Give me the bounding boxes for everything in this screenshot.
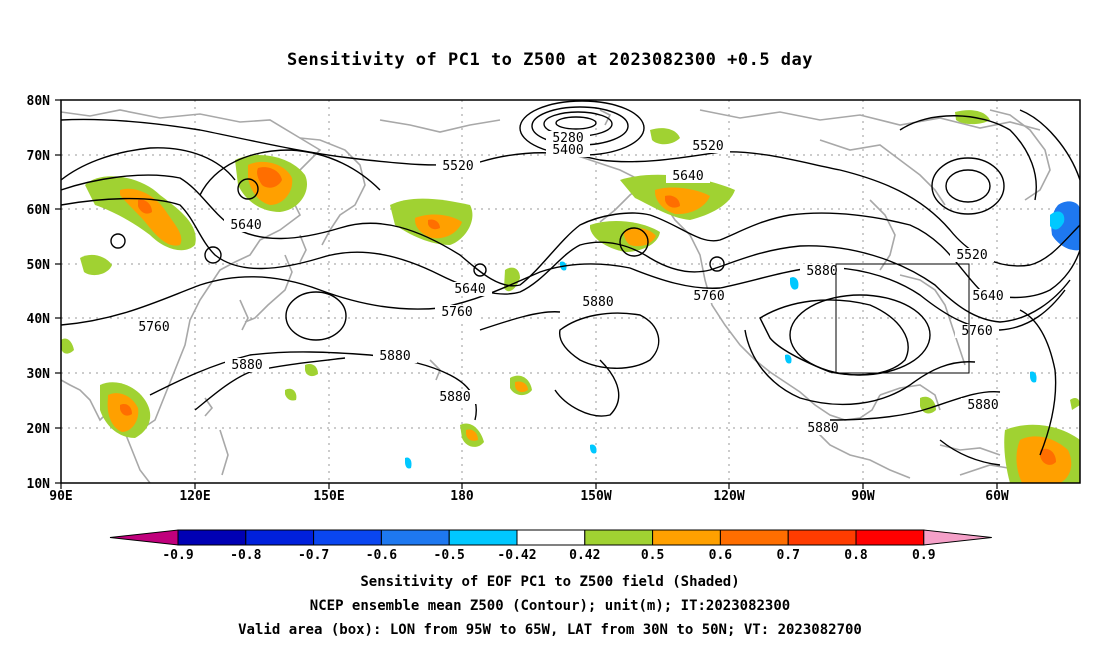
lat-label-10n: 10N — [27, 477, 51, 492]
contour-label-bg — [132, 320, 176, 334]
lon-label-120e: 120E — [179, 489, 210, 504]
contour-label: 5880 — [806, 264, 837, 279]
contour-label-bg — [687, 289, 731, 303]
contour-label-bg — [966, 289, 1010, 303]
contour-label: 5280 — [552, 131, 583, 146]
contour-label: 5880 — [807, 421, 838, 436]
contour-label-bg — [801, 421, 845, 435]
contour-label: 5640 — [972, 289, 1003, 304]
contour-label: 5760 — [138, 320, 169, 335]
contour-label: 5760 — [441, 305, 472, 320]
contour-label: 5880 — [582, 295, 613, 310]
contour-label-bg — [576, 295, 620, 309]
colorbar-tick-label: -0.9 — [162, 548, 193, 563]
contour-label: 5880 — [379, 349, 410, 364]
caption-contour: NCEP ensemble mean Z500 (Contour); unit(… — [309, 598, 791, 614]
colorbar-segment — [584, 529, 654, 546]
contour-label-bg — [686, 139, 730, 153]
colorbar-tick-label: 0.42 — [569, 548, 600, 563]
map-border — [60, 99, 1081, 484]
contour-label-bg — [800, 264, 844, 278]
colorbar-tick-label: -0.7 — [298, 548, 329, 563]
colorbar — [109, 529, 992, 546]
colorbar-segment — [516, 529, 586, 546]
lon-label-90w: 90W — [851, 489, 875, 504]
contour-label: 5880 — [439, 390, 470, 405]
contour-label: 5640 — [230, 218, 261, 233]
colorbar-tick-label: -0.5 — [434, 548, 465, 563]
colorbar-segment — [448, 529, 518, 546]
valid-area-box — [835, 263, 970, 374]
colorbar-left-arrow — [109, 529, 179, 546]
contour-label-bg — [224, 218, 268, 232]
latitude-labels: 80N 70N 60N 50N 40N 30N 20N 10N — [27, 94, 51, 492]
contour-label: 5760 — [693, 289, 724, 304]
map-title: Sensitivity of PC1 to Z500 at 2023082300… — [286, 50, 813, 70]
colorbar-segment — [787, 529, 857, 546]
contour-label-bg — [546, 131, 590, 145]
sensitivity-shading — [61, 110, 1080, 483]
lon-label-120w: 120W — [713, 489, 744, 504]
contour-label-bg — [373, 349, 417, 363]
contour-label: 5880 — [967, 398, 998, 413]
contour-label-bg — [436, 159, 480, 173]
lat-label-60n: 60N — [27, 203, 51, 218]
contour-label-bg — [433, 390, 477, 404]
caption-shaded: Sensitivity of EOF PC1 to Z500 field (Sh… — [360, 574, 740, 590]
contour-label: 5880 — [231, 358, 262, 373]
contour-label: 5520 — [442, 159, 473, 174]
lon-label-180: 180 — [450, 489, 474, 504]
lon-label-90e: 90E — [49, 489, 72, 504]
contour-label-bg — [435, 305, 479, 319]
contour-label: 5640 — [672, 169, 703, 184]
lat-label-70n: 70N — [27, 149, 51, 164]
colorbar-tick-label: 0.7 — [776, 548, 799, 563]
colorbar-tick-label: 0.9 — [912, 548, 935, 563]
lat-label-20n: 20N — [27, 422, 51, 437]
colorbar-tick-label: -0.6 — [366, 548, 397, 563]
colorbar-tick-label: 0.6 — [709, 548, 733, 563]
contour-label: 5520 — [692, 139, 723, 154]
lon-label-60w: 60W — [985, 489, 1009, 504]
lat-label-80n: 80N — [27, 94, 51, 109]
caption-valid-area: Valid area (box): LON from 95W to 65W, L… — [238, 622, 862, 638]
colorbar-segment — [313, 529, 382, 546]
lat-label-40n: 40N — [27, 312, 51, 327]
contour-label-bg — [546, 143, 590, 157]
colorbar-tick-label: 0.5 — [641, 548, 664, 563]
contour-label: 5520 — [956, 248, 987, 263]
contour-label-bg — [448, 282, 492, 296]
colorbar-tick-label: -0.42 — [497, 548, 536, 563]
colorbar-segment — [380, 529, 450, 546]
contour-label-bg — [225, 358, 269, 372]
colorbar-segment — [245, 529, 315, 546]
contour-label-bg — [666, 169, 710, 183]
colorbar-segment — [719, 529, 789, 546]
lon-label-150w: 150W — [580, 489, 611, 504]
colorbar-tick-label: -0.8 — [230, 548, 261, 563]
colorbar-segment — [177, 529, 247, 546]
colorbar-segment — [652, 529, 721, 546]
lat-label-50n: 50N — [27, 258, 51, 273]
axis-ticks — [55, 99, 998, 489]
contour-label-bg — [955, 324, 999, 338]
colorbar-tick-labels: -0.9 -0.8 -0.7 -0.6 -0.5 -0.42 0.42 0.5 0.6 0.7 0.… — [162, 548, 935, 563]
colorbar-right-arrow — [923, 529, 992, 546]
lat-label-30n: 30N — [27, 367, 51, 382]
colorbar-segment — [855, 529, 925, 546]
contour-label: 5760 — [961, 324, 992, 339]
lon-label-150e: 150E — [313, 489, 344, 504]
contour-label-bg — [961, 398, 1005, 412]
contour-label: 5640 — [454, 282, 485, 297]
longitude-labels: 90E 120E 150E 180 150W 120W 90W 60W — [49, 489, 1009, 504]
contour-label-bg — [950, 248, 994, 262]
contour-label: 5400 — [552, 143, 583, 158]
colorbar-tick-label: 0.8 — [844, 548, 868, 563]
